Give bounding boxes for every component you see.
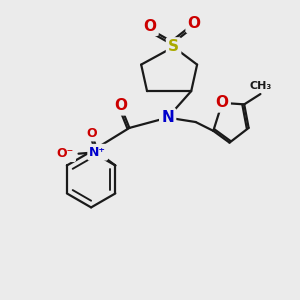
Text: O: O <box>114 98 127 113</box>
Text: N⁺: N⁺ <box>89 146 106 159</box>
Text: O: O <box>86 127 97 140</box>
Text: O⁻: O⁻ <box>57 147 74 160</box>
Text: S: S <box>168 39 179 54</box>
Text: N: N <box>161 110 174 125</box>
Text: O: O <box>143 19 157 34</box>
Text: CH₃: CH₃ <box>249 80 272 91</box>
Text: O: O <box>188 16 201 31</box>
Text: O: O <box>216 95 229 110</box>
